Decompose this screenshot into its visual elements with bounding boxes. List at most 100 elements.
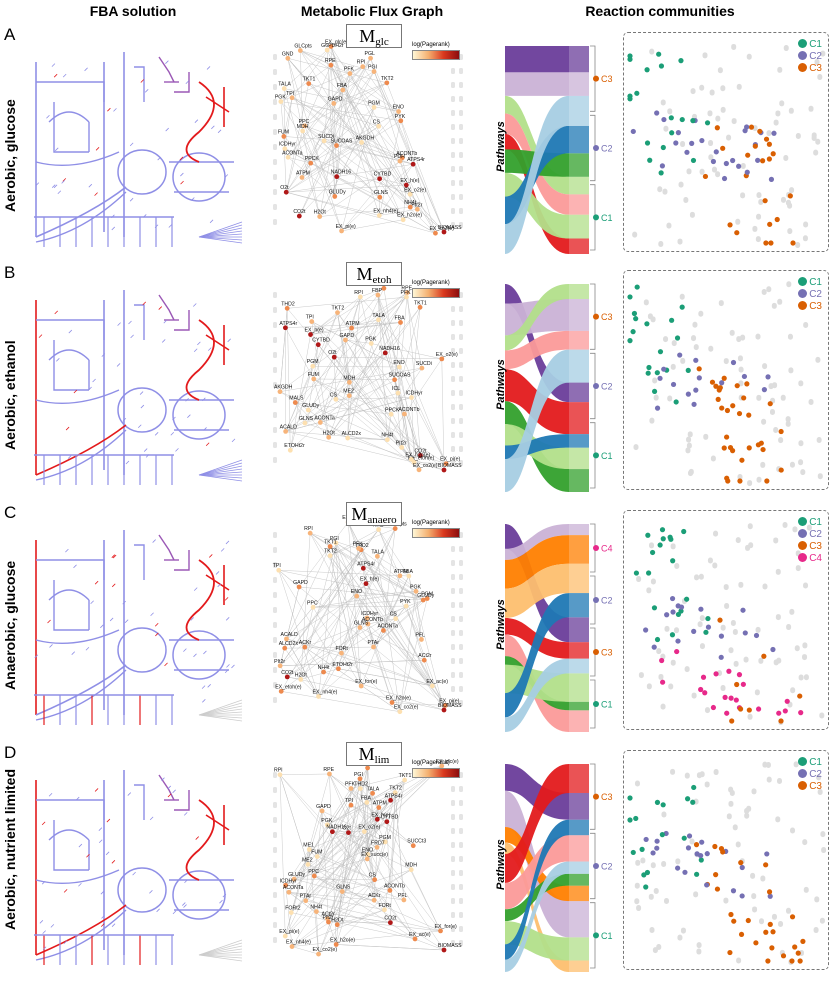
graph-node-label: TKT2 xyxy=(332,306,345,312)
inactive-reaction xyxy=(778,437,783,443)
inactive-reaction xyxy=(715,171,720,177)
inactive-reaction xyxy=(813,150,818,156)
inactive-node xyxy=(273,204,277,210)
inactive-reaction xyxy=(698,621,703,627)
graph-node-label: PGM xyxy=(307,359,319,365)
graph-node-label: PPCK xyxy=(305,156,320,162)
legend-item: C1 xyxy=(798,757,822,769)
community-reaction xyxy=(769,177,774,182)
inactive-reaction xyxy=(712,563,717,569)
inactive-node xyxy=(451,800,455,806)
community-reaction xyxy=(680,305,685,310)
inactive-node xyxy=(459,856,463,862)
inactive-reaction xyxy=(672,340,677,346)
inactive-reaction xyxy=(759,918,764,924)
legend-label: C1 xyxy=(809,39,822,50)
metabolic-flux-graph: EX_glc(e)GLCptsRPERPIPGITKT1THD2PFKTKT2T… xyxy=(268,742,468,962)
graph-node-label: MALS xyxy=(289,396,304,402)
inactive-reaction xyxy=(635,860,640,866)
inactive-node xyxy=(451,208,455,214)
inactive-reaction xyxy=(747,480,752,486)
inactive-node xyxy=(451,546,455,552)
community-reaction xyxy=(730,448,735,453)
legend-label: C4 xyxy=(809,553,822,564)
inactive-node xyxy=(451,658,455,664)
graph-node-label: GLUDy xyxy=(417,593,434,599)
community-reaction xyxy=(768,401,773,406)
inactive-node xyxy=(459,814,463,820)
graph-node-label: ATPS4r xyxy=(407,157,425,163)
inactive-node xyxy=(451,362,455,368)
graph-node-label: FUM xyxy=(278,129,289,135)
graph-node-label: PGL xyxy=(365,51,375,57)
inactive-reaction xyxy=(770,409,775,415)
graph-node-label: EX_h2o(e) xyxy=(397,213,422,219)
inactive-reaction xyxy=(668,684,673,690)
community-reaction xyxy=(715,886,720,891)
inactive-reaction xyxy=(683,197,688,203)
inactive-reaction xyxy=(799,674,804,680)
inactive-reaction xyxy=(803,222,808,228)
inactive-node xyxy=(273,622,277,628)
sankey-community-block xyxy=(569,46,589,72)
community-reaction xyxy=(716,397,721,402)
legend-dot xyxy=(798,289,807,298)
inactive-node xyxy=(459,546,463,552)
inactive-reaction xyxy=(745,545,750,551)
legend-item: C4 xyxy=(798,553,822,565)
inactive-node xyxy=(451,912,455,918)
graph-node-label: TKT2 xyxy=(389,786,402,792)
inactive-reaction xyxy=(786,421,791,427)
sankey-community-block xyxy=(569,901,589,937)
inactive-node xyxy=(451,152,455,158)
sankey-community-block xyxy=(569,383,589,403)
inactive-node xyxy=(273,442,277,448)
community-reaction xyxy=(664,612,669,617)
inactive-reaction xyxy=(802,839,807,845)
graph-node-label: CS xyxy=(373,119,381,125)
legend-dot xyxy=(798,301,807,310)
inactive-reaction xyxy=(732,118,737,124)
inactive-reaction xyxy=(814,927,819,933)
community-reaction xyxy=(682,836,687,841)
legend-dot xyxy=(798,769,807,778)
graph-node-label: ATPS4r xyxy=(385,793,403,799)
community-marker xyxy=(593,76,599,82)
legend-dot xyxy=(798,63,807,72)
sankey-community-block xyxy=(569,564,589,593)
inactive-reaction xyxy=(752,226,757,232)
inactive-reaction xyxy=(649,542,654,548)
inactive-reaction xyxy=(649,49,654,55)
community-reaction xyxy=(698,607,703,612)
graph-node-label: ME2 xyxy=(343,389,354,395)
legend-label: C3 xyxy=(809,781,822,792)
inactive-reaction xyxy=(814,896,819,902)
community-reaction xyxy=(713,671,718,676)
community-reaction xyxy=(719,655,724,660)
inactive-reaction xyxy=(766,762,771,768)
graph-node-label: RPI xyxy=(357,60,366,66)
graph-node-label: ACONTa xyxy=(377,623,398,629)
community-reaction xyxy=(670,609,675,614)
community-reaction xyxy=(798,958,803,963)
graph-node-label: AKGDH xyxy=(356,135,375,141)
graph-node-label: EX_succ(e) xyxy=(361,852,388,858)
inactive-reaction xyxy=(736,336,741,342)
community-reaction xyxy=(679,605,684,610)
graph-node-label: RPE xyxy=(325,58,336,64)
inactive-reaction xyxy=(663,336,668,342)
inactive-reaction xyxy=(786,908,791,914)
community-reaction xyxy=(699,857,704,862)
graph-node-label: GLNS xyxy=(354,621,369,627)
graph-node-label: GAPD xyxy=(316,804,331,810)
sankey-community-block xyxy=(569,350,589,383)
inactive-reaction xyxy=(756,236,761,242)
graph-node-label: ATPS4r xyxy=(279,321,297,327)
inactive-node xyxy=(273,219,277,225)
community-reaction xyxy=(627,795,632,800)
inactive-node xyxy=(459,432,463,438)
community-reaction xyxy=(682,870,687,875)
community-reaction xyxy=(686,845,691,850)
